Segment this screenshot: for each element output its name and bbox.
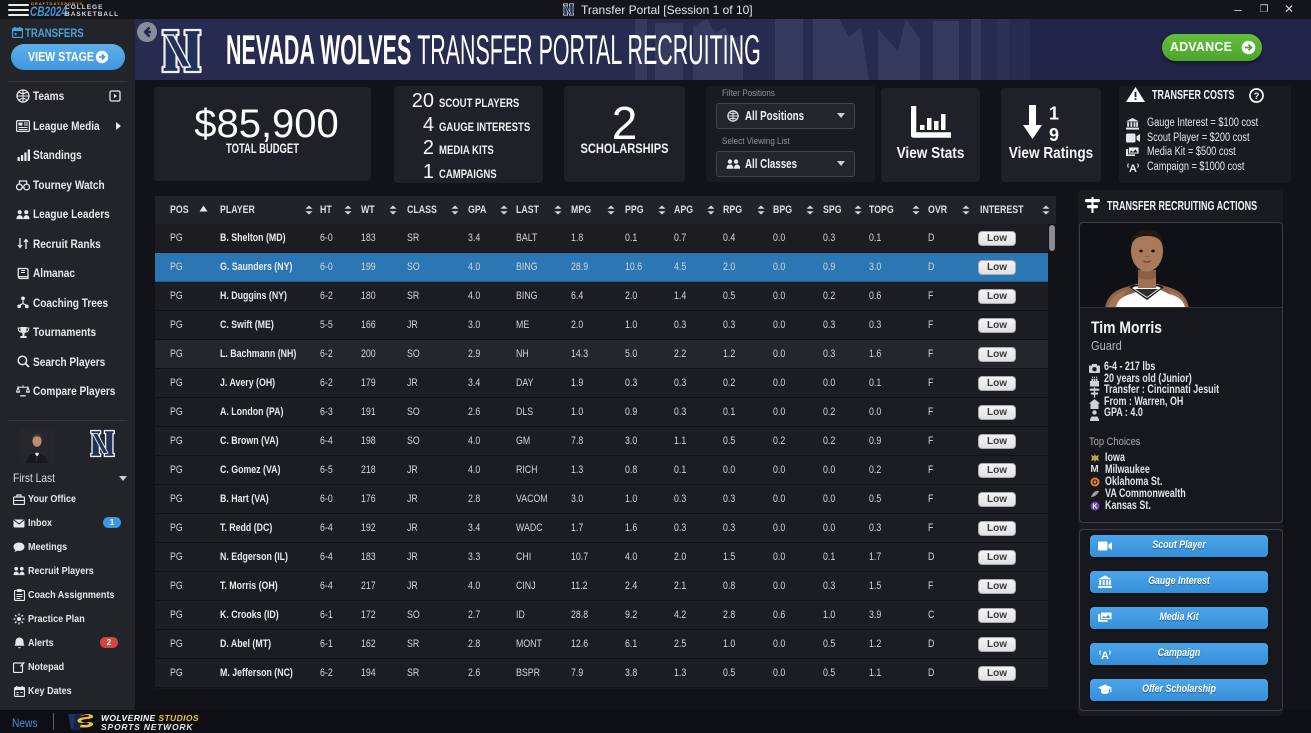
- svg-text:A: A: [1129, 163, 1137, 173]
- svg-text:K: K: [1092, 504, 1097, 511]
- svg-text:?: ?: [1254, 91, 1260, 102]
- svg-text:1: 1: [1049, 104, 1059, 124]
- svg-text:A: A: [1101, 650, 1109, 661]
- svg-text:9: 9: [1049, 125, 1059, 142]
- svg-text:O: O: [1092, 480, 1098, 487]
